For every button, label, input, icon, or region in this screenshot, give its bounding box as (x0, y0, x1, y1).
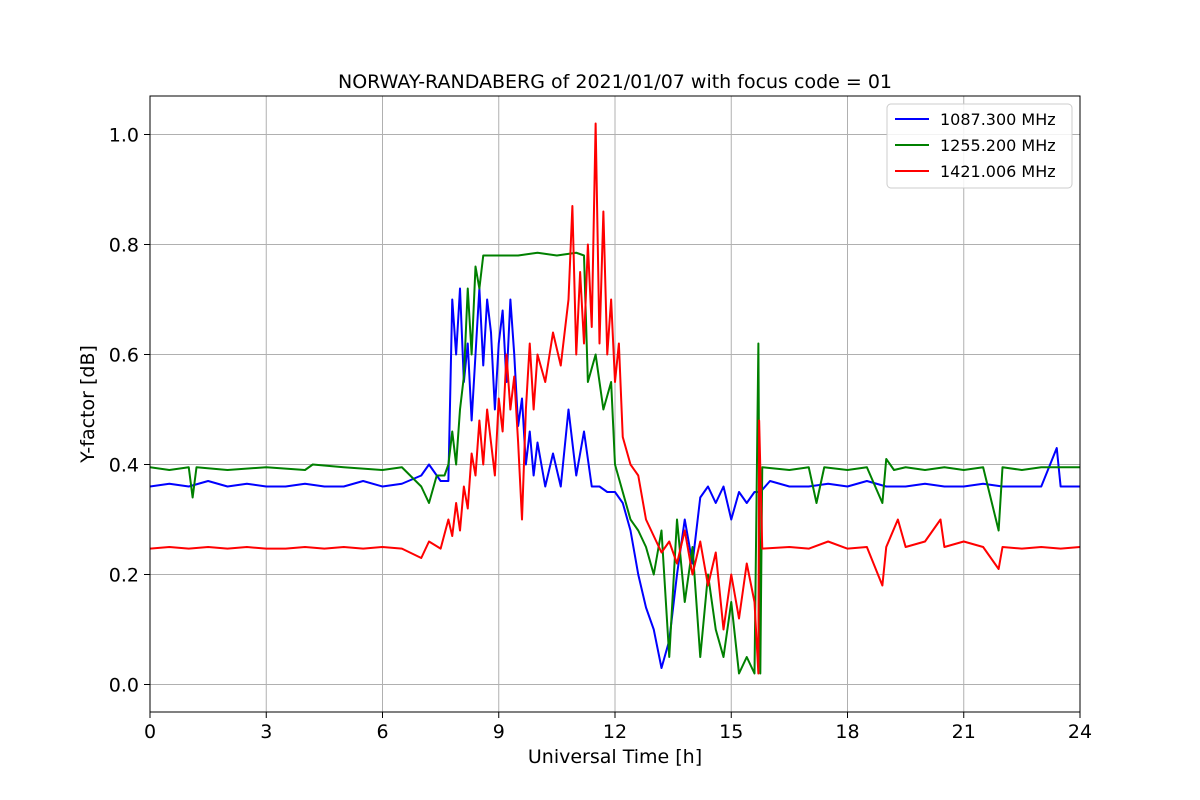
x-tick-label: 0 (144, 721, 156, 743)
y-tick-label: 0.2 (109, 565, 139, 587)
series-line-3 (150, 122, 1080, 675)
y-axis-label: Y-factor [dB] (77, 345, 99, 464)
x-tick-label: 3 (260, 721, 272, 743)
y-tick-label: 0.4 (109, 455, 139, 477)
x-tick-label: 15 (719, 721, 743, 743)
y-axis: 0.0 0.2 0.4 0.6 0.8 1.0 (109, 125, 150, 697)
x-axis: 0 3 6 9 12 15 18 21 24 (144, 712, 1092, 743)
x-tick-label: 12 (603, 721, 627, 743)
y-tick-label: 0.0 (109, 675, 139, 697)
x-tick-label: 24 (1068, 721, 1092, 743)
x-tick-label: 9 (493, 721, 505, 743)
series-line-2 (150, 251, 1080, 675)
x-axis-label: Universal Time [h] (528, 746, 702, 768)
legend-label: 1087.300 MHz (940, 110, 1056, 129)
legend-label: 1421.006 MHz (940, 162, 1056, 181)
y-tick-label: 0.8 (109, 235, 139, 257)
y-tick-label: 1.0 (109, 125, 139, 147)
chart-title: NORWAY-RANDABERG of 2021/01/07 with focu… (338, 71, 892, 93)
plot-area (150, 122, 1080, 675)
legend-label: 1255.200 MHz (940, 136, 1056, 155)
x-tick-label: 6 (376, 721, 388, 743)
x-tick-label: 21 (952, 721, 976, 743)
legend-box (886, 103, 1073, 189)
x-tick-label: 18 (835, 721, 859, 743)
series-line-1 (150, 287, 1080, 669)
legend: 1087.300 MHz 1255.200 MHz 1421.006 MHz (886, 103, 1073, 189)
y-tick-label: 0.6 (109, 345, 139, 367)
